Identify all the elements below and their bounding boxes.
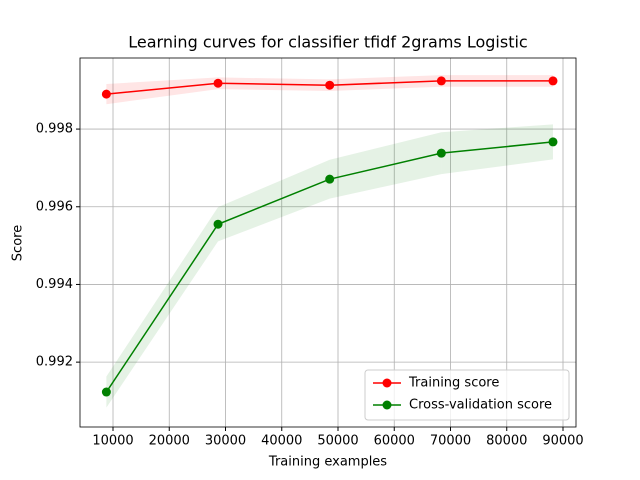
y-tick-label: 0.998 [36, 122, 73, 137]
x-tick-label: 90000 [542, 434, 583, 449]
legend-label: Training score [408, 376, 499, 391]
legend-label: Cross-validation score [409, 398, 552, 413]
x-tick-label: 10000 [92, 434, 133, 449]
std-band [106, 77, 219, 105]
point [325, 174, 335, 184]
x-tick-label: 80000 [486, 434, 527, 449]
x-tick-label: 30000 [205, 434, 246, 449]
point [213, 219, 223, 229]
legend: Training score Cross-validation score [364, 369, 570, 421]
chart-title: Learning curves for classifier tfidf 2gr… [128, 33, 527, 52]
legend-marker [382, 400, 392, 410]
y-axis-label: Score [11, 225, 26, 261]
legend-marker [382, 378, 392, 388]
std-band [329, 132, 442, 199]
point [325, 80, 335, 90]
x-tick-label: 70000 [430, 434, 471, 449]
std-band [218, 159, 330, 242]
x-axis-label: Training examples [268, 455, 387, 470]
std-band [441, 124, 553, 175]
x-tick-label: 60000 [374, 434, 415, 449]
point [436, 76, 446, 86]
legend-box [364, 369, 570, 421]
y-tick-label: 0.994 [36, 277, 73, 292]
point [436, 148, 446, 158]
x-tick-label: 40000 [261, 434, 302, 449]
plot-frame [79, 57, 577, 428]
x-tick-label: 50000 [317, 434, 358, 449]
x-tick-label: 20000 [149, 434, 190, 449]
point [213, 78, 223, 88]
y-tick-label: 0.996 [36, 199, 73, 214]
point [101, 387, 111, 397]
y-tick-label: 0.992 [36, 355, 73, 370]
point [101, 89, 111, 99]
point [548, 76, 558, 86]
point [548, 137, 558, 147]
